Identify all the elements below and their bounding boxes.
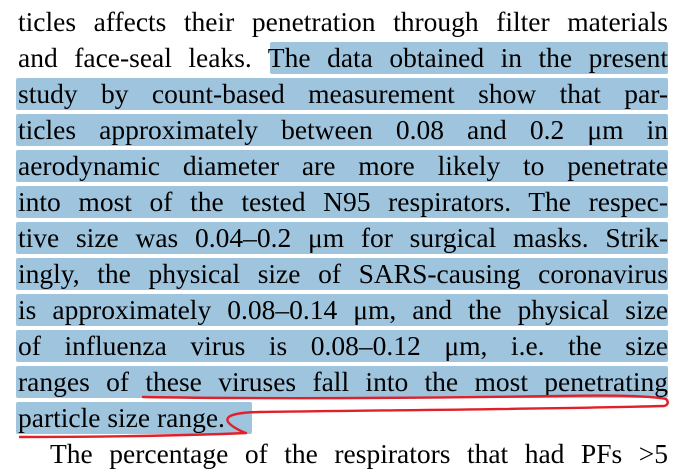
text-highlight (16, 366, 668, 398)
next-paragraph-line: The percentage of the respirators that h… (50, 438, 668, 469)
text-highlight (270, 42, 668, 74)
text-highlight (16, 330, 668, 362)
text-highlight (16, 294, 668, 326)
paragraph-line: ticles affects their penetration through… (18, 6, 668, 37)
paragraph-line: particle size range. (18, 402, 225, 433)
text-highlight (16, 78, 668, 110)
text-highlight (16, 258, 668, 290)
paragraph-line: into most of the tested N95 respirators.… (18, 186, 668, 217)
paragraph-line: is approximately 0.08–0.14 μm, and the p… (18, 294, 668, 325)
text-highlight (16, 222, 668, 254)
paragraph-line: ingly, the physical size of SARS-causing… (18, 258, 668, 289)
paragraph-line: ticles approximately between 0.08 and 0.… (18, 114, 668, 145)
text-highlight (16, 186, 668, 218)
paragraph-line: ranges of these viruses fall into the mo… (18, 366, 668, 397)
paragraph-line: and face-seal leaks. The data obtained i… (18, 42, 668, 73)
text-highlight (16, 150, 668, 182)
paragraph-line: of influenza virus is 0.08–0.12 μm, i.e.… (18, 330, 668, 361)
text-highlight (16, 114, 668, 146)
paragraph-line: tive size was 0.04–0.2 μm for surgical m… (18, 222, 668, 253)
paragraph-line: aerodynamic diameter are more likely to … (18, 150, 668, 181)
paragraph-line: study by count-based measurement show th… (18, 78, 668, 109)
